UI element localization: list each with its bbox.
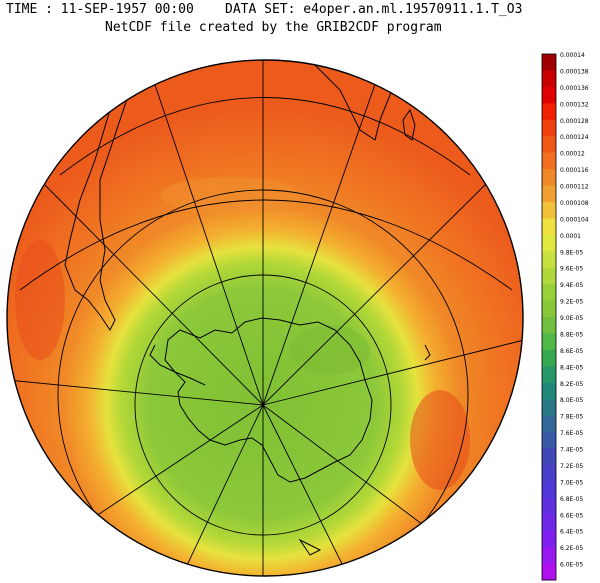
colorbar-swatch — [542, 70, 556, 88]
colorbar-swatch — [542, 481, 556, 499]
colorbar-swatch — [542, 349, 556, 367]
colorbar-swatch — [542, 464, 556, 482]
globe-outline — [6, 59, 524, 577]
colorbar-labels: 0.00014 0.000138 0.000136 0.000132 0.000128 0… — [560, 52, 589, 569]
ozone-max-west — [15, 240, 65, 360]
meridian-5 — [262, 179, 491, 406]
colorbar-swatch — [542, 185, 556, 203]
latitude-arc-4 — [59, 97, 471, 176]
colorbar-tick-label: 7.4E-05 — [560, 447, 583, 454]
colorbar-swatch — [542, 267, 556, 285]
colorbar-tick-label: 8.8E-05 — [560, 331, 583, 338]
colorbar-swatch — [542, 251, 556, 269]
meridian-6 — [7, 379, 264, 406]
colorbar-tick-label: 7.6E-05 — [560, 430, 583, 437]
colorbar-swatch — [542, 218, 556, 236]
graticule — [7, 60, 523, 576]
new-zealand-coast — [298, 538, 322, 556]
colorbar-swatch — [542, 432, 556, 449]
colorbar-tick-label: 0.0001 — [560, 233, 581, 240]
colorbar-tick-label: 8.2E-05 — [560, 381, 583, 388]
colorbar-swatch — [542, 152, 556, 170]
colorbar-swatch — [542, 514, 556, 532]
colorbar-tick-label: 9.4E-05 — [560, 282, 583, 289]
colorbar-tick-label: 0.000112 — [560, 184, 589, 191]
colorbar-swatch — [542, 547, 556, 565]
colorbar-swatch — [542, 399, 556, 417]
globe — [7, 60, 523, 576]
colorbar-swatch — [542, 86, 556, 104]
colorbar-frame — [541, 53, 557, 581]
south-america-coast — [64, 60, 131, 331]
colorbar-tick-label: 0.000124 — [560, 134, 589, 141]
meridian-11 — [262, 404, 351, 576]
colorbar-tick-label: 0.000132 — [560, 101, 589, 108]
colorbar-swatches — [542, 54, 556, 581]
colorbar-swatch — [542, 136, 556, 154]
colorbar-swatch — [542, 497, 556, 515]
colorbar-tick-label: 0.000116 — [560, 167, 589, 174]
tasmania-coast — [424, 344, 431, 361]
colorbar-swatch — [542, 530, 556, 548]
colorbar-swatch — [542, 333, 556, 351]
colorbar-tick-label: 9.0E-05 — [560, 315, 583, 322]
ozone-max-east — [410, 390, 470, 490]
colorbar-tick-label: 9.8E-05 — [560, 249, 583, 256]
colorbar-tick-label: 8.4E-05 — [560, 364, 583, 371]
colorbar-swatch — [542, 448, 556, 466]
madagascar-coast — [402, 108, 416, 141]
colorbar-swatch — [542, 103, 556, 121]
antarctica-coast — [164, 317, 373, 483]
colorbar-swatch — [542, 317, 556, 334]
antarctic-peninsula — [149, 344, 206, 386]
colorbar-swatch — [542, 366, 556, 384]
colorbar-swatch — [542, 119, 556, 137]
colorbar-swatch — [542, 284, 556, 302]
meridian-4 — [39, 179, 264, 406]
colorbar-swatch — [542, 169, 556, 186]
colorbar-tick-label: 7.0E-05 — [560, 479, 583, 486]
colorbar-tick-label: 0.000104 — [560, 216, 589, 223]
colorbar-tick-label: 0.000128 — [560, 118, 589, 125]
colorbar-swatch — [542, 54, 556, 71]
colorbar-swatch — [542, 415, 556, 433]
colorbar-tick-label: 6.4E-05 — [560, 529, 583, 536]
meridian-2 — [149, 69, 264, 406]
colorbar-tick-label: 8.0E-05 — [560, 397, 583, 404]
colorbar-swatch — [542, 382, 556, 400]
colorbar-tick-label: 7.8E-05 — [560, 414, 583, 421]
colorbar-tick-label: 6.6E-05 — [560, 512, 583, 519]
time-label: TIME : 11-SEP-1957 00:00 — [6, 2, 194, 17]
colorbar-tick-label: 6.2E-05 — [560, 545, 583, 552]
subtitle-label: NetCDF file created by the GRIB2CDF prog… — [105, 20, 442, 35]
colorbar-tick-label: 9.2E-05 — [560, 299, 583, 306]
meridian-10 — [179, 404, 264, 576]
colorbar-tick-label: 0.000136 — [560, 85, 589, 92]
colorbar-swatch — [542, 300, 556, 318]
colorbar-tick-label: 0.000138 — [560, 68, 589, 75]
colorbar-tick-label: 6.0E-05 — [560, 562, 583, 569]
meridian-7 — [262, 339, 523, 406]
colorbar-tick-label: 0.00012 — [560, 151, 585, 158]
colorbar-tick-label: 8.6E-05 — [560, 348, 583, 355]
latitude-arc-3 — [19, 199, 513, 291]
dataset-label: DATA SET: e4oper.an.ml.19570911.1.T_O3 — [225, 2, 523, 17]
colorbar-tick-label: 7.2E-05 — [560, 463, 583, 470]
ozone-min — [290, 325, 370, 375]
colorbar-swatch — [542, 201, 556, 219]
colorbar-swatch — [542, 234, 556, 252]
colorbar-tick-label: 0.00014 — [560, 52, 585, 59]
colorbar-swatch — [542, 563, 556, 581]
colorbar-tick-label: 6.8E-05 — [560, 496, 583, 503]
meridian-3 — [262, 69, 381, 406]
colorbar-tick-label: 9.6E-05 — [560, 266, 583, 273]
colorbar-tick-label: 0.000108 — [560, 200, 589, 207]
